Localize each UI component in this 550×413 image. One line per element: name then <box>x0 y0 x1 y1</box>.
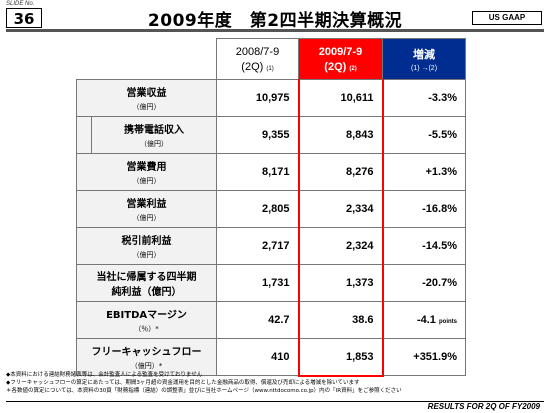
row-label: 税引前利益 （億円） <box>76 227 217 265</box>
row-label: 営業収益 （億円） <box>76 79 217 117</box>
table-row: 営業利益 （億円） 2,805 2,334 -16.8% <box>76 190 466 228</box>
results-table: 2008/7-9 (2Q) (1) 2009/7-9 (2Q) (2) 増減 (… <box>76 38 466 377</box>
change-number: -4.1 <box>416 314 436 326</box>
table-row: 携帯電話収入 （億円） 9,355 8,843 -5.5% <box>76 116 466 154</box>
prev-period-label: 2008/7-9 <box>235 45 280 58</box>
footnotes: ◆本資料における連結財務諸表等は、会計監査人による監査を受けておりません ◆フリ… <box>6 371 402 395</box>
table-header-row: 2008/7-9 (2Q) (1) 2009/7-9 (2Q) (2) 増減 (… <box>77 38 466 80</box>
prev-value: 1,731 <box>216 264 299 302</box>
change-value: -16.8% <box>382 190 466 228</box>
prev-value: 10,975 <box>216 79 299 117</box>
footnote: ◆本資料における連結財務諸表等は、会計監査人による監査を受けておりません <box>6 372 203 378</box>
cur-value: 8,276 <box>297 153 384 191</box>
header-current-period: 2009/7-9 (2Q) (2) <box>298 38 383 80</box>
change-unit: points <box>439 319 457 325</box>
cur-ref-label: (2) <box>349 65 357 72</box>
footnote: ＊各数値の算定については、本資料の30頁「財務指標（連結）の調整表」並びに当社ホ… <box>6 388 402 394</box>
change-label: 増減 <box>413 49 435 61</box>
header-prev-period: 2008/7-9 (2Q) (1) <box>216 38 299 80</box>
cur-period-label: 2009/7-9 <box>318 45 363 58</box>
footer-divider <box>6 401 544 402</box>
row-label: 当社に帰属する四半期 純利益（億円） <box>76 264 217 302</box>
cur-value: 38.6 <box>297 301 384 339</box>
change-value: -3.3% <box>382 79 466 117</box>
cur-value: 8,843 <box>297 116 384 154</box>
prev-value: 9,355 <box>216 116 299 154</box>
table-row: 営業収益 （億円） 10,975 10,611 -3.3% <box>76 79 466 117</box>
row-label: フリーキャッシュフロー （億円）* <box>76 338 217 376</box>
cur-value: 1,373 <box>297 264 384 302</box>
cur-value: 2,334 <box>297 190 384 228</box>
cur-quarter-label: (2Q) <box>324 60 347 73</box>
change-value: -5.5% <box>382 116 466 154</box>
prev-value: 2,805 <box>216 190 299 228</box>
prev-value: 8,171 <box>216 153 299 191</box>
slide-number: 36 <box>6 8 42 28</box>
change-formula: (1) →(2) <box>410 65 438 72</box>
row-label: 営業利益 （億円） <box>76 190 217 228</box>
row-label: 営業費用 （億円） <box>76 153 217 191</box>
page-title: 2009年度 第2四半期決算概況 <box>147 11 403 31</box>
prev-value: 2,717 <box>216 227 299 265</box>
change-value: +1.3% <box>382 153 466 191</box>
slide-number-label: SLIDE No. <box>6 1 35 7</box>
change-value: +351.9% <box>382 338 466 376</box>
row-label: 携帯電話収入 （億円） <box>91 116 217 154</box>
header-blank <box>77 39 217 80</box>
gaap-badge: US GAAP <box>472 11 542 25</box>
table-row: EBITDAマージン （％）* 42.7 38.6 -4.1 points <box>76 301 466 339</box>
indent-spacer <box>76 116 92 154</box>
change-value: -14.5% <box>382 227 466 265</box>
row-label: EBITDAマージン （％）* <box>76 301 217 339</box>
table-row: 当社に帰属する四半期 純利益（億円） 1,731 1,373 -20.7% <box>76 264 466 302</box>
table-row: 営業費用 （億円） 8,171 8,276 +1.3% <box>76 153 466 191</box>
prev-quarter-label: (2Q) <box>241 60 264 73</box>
header-change: 増減 (1) →(2) <box>382 38 466 80</box>
change-value: -4.1 points <box>382 301 466 339</box>
cur-value: 1,853 <box>297 338 384 377</box>
table-row: フリーキャッシュフロー （億円）* 410 1,853 +351.9% <box>76 338 466 377</box>
cur-value: 10,611 <box>297 79 384 117</box>
change-value: -20.7% <box>382 264 466 302</box>
title-divider <box>6 29 544 32</box>
prev-value: 410 <box>216 338 299 376</box>
prev-ref-label: (1) <box>266 65 274 72</box>
footer-caption: RESULTS FOR 2Q OF FY2009 <box>427 402 540 411</box>
prev-value: 42.7 <box>216 301 299 339</box>
cur-value: 2,324 <box>297 227 384 265</box>
footnote: ◆フリーキャッシュフローの算定にあたっては、期間3ヶ月超の資金運用を目的とした金… <box>6 380 360 386</box>
table-row: 税引前利益 （億円） 2,717 2,324 -14.5% <box>76 227 466 265</box>
